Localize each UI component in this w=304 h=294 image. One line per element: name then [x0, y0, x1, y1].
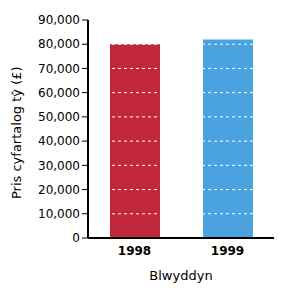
- svg-text:80,000: 80,000: [38, 37, 80, 51]
- svg-text:30,000: 30,000: [38, 159, 80, 173]
- svg-text:1998: 1998: [118, 244, 151, 258]
- svg-text:0: 0: [72, 231, 80, 245]
- svg-text:1999: 1999: [211, 244, 244, 258]
- svg-text:60,000: 60,000: [38, 86, 80, 100]
- svg-text:40,000: 40,000: [38, 134, 80, 148]
- svg-text:90,000: 90,000: [38, 13, 80, 27]
- svg-text:Pris cyfartalog tŷ (£): Pris cyfartalog tŷ (£): [9, 66, 24, 199]
- svg-text:10,000: 10,000: [38, 207, 80, 221]
- svg-text:20,000: 20,000: [38, 183, 80, 197]
- svg-text:50,000: 50,000: [38, 110, 80, 124]
- svg-text:Blwyddyn: Blwyddyn: [149, 268, 212, 283]
- svg-text:70,000: 70,000: [38, 62, 80, 76]
